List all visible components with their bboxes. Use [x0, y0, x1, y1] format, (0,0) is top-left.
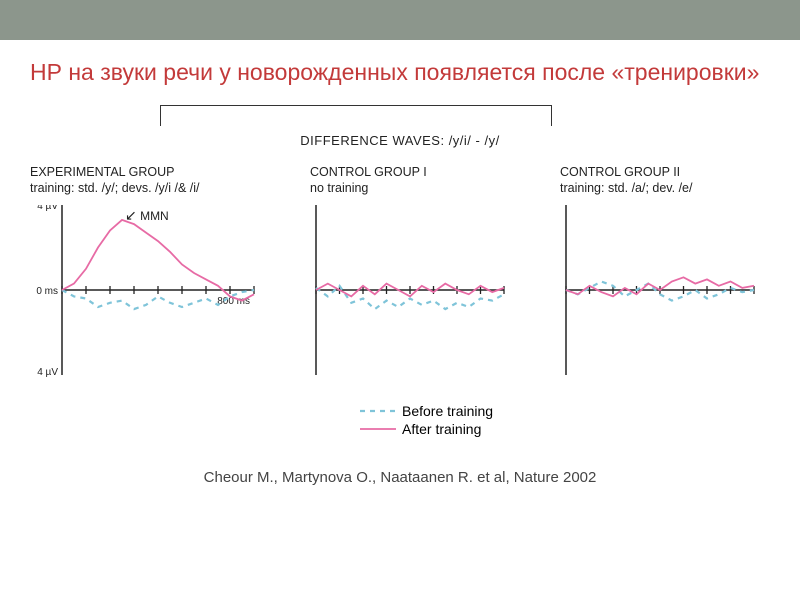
legend-after-line — [360, 422, 396, 436]
panel-subtitle: training: std. /y/; devs. /y/i /& /i/ — [30, 181, 260, 195]
svg-text:4 µV: 4 µV — [37, 367, 58, 378]
chart-ctrl1 — [310, 205, 510, 395]
panel-title: CONTROL GROUP II — [560, 165, 760, 179]
panel-title: EXPERIMENTAL GROUP — [30, 165, 260, 179]
panel-ctrl2: CONTROL GROUP II training: std. /a/; dev.… — [560, 165, 760, 395]
legend-before-label: Before training — [402, 403, 493, 419]
difference-label: DIFFERENCE WAVES: /y/i/ - /y/ — [30, 133, 770, 148]
legend-after-label: After training — [402, 421, 481, 437]
panel-ctrl1: CONTROL GROUP I no training — [310, 165, 510, 395]
legend-after: After training — [360, 421, 493, 437]
panel-subtitle: no training — [310, 181, 510, 195]
bracket-line — [160, 105, 552, 126]
legend-before: Before training — [360, 403, 493, 419]
mmn-annotation: ↙ MMN — [125, 207, 169, 224]
legend-before-line — [360, 404, 396, 418]
legend: Before training After training — [360, 403, 493, 439]
chart-exp: 4 µV0 ms4 µV800 ms — [30, 205, 260, 395]
panel-subtitle: training: std. /a/; dev. /e/ — [560, 181, 760, 195]
figure-area: DIFFERENCE WAVES: /y/i/ - /y/ Before tra… — [30, 105, 770, 465]
slide-body: НР на звуки речи у новорожденных появляе… — [0, 40, 800, 486]
citation: Cheour M., Martynova O., Naataanen R. et… — [30, 469, 770, 486]
svg-text:4 µV: 4 µV — [37, 205, 58, 212]
panel-title: CONTROL GROUP I — [310, 165, 510, 179]
slide-title: НР на звуки речи у новорожденных появляе… — [30, 58, 770, 87]
top-band — [0, 0, 800, 40]
chart-ctrl2 — [560, 205, 760, 395]
panel-exp: EXPERIMENTAL GROUP training: std. /y/; de… — [30, 165, 260, 395]
svg-text:0 ms: 0 ms — [36, 286, 58, 297]
